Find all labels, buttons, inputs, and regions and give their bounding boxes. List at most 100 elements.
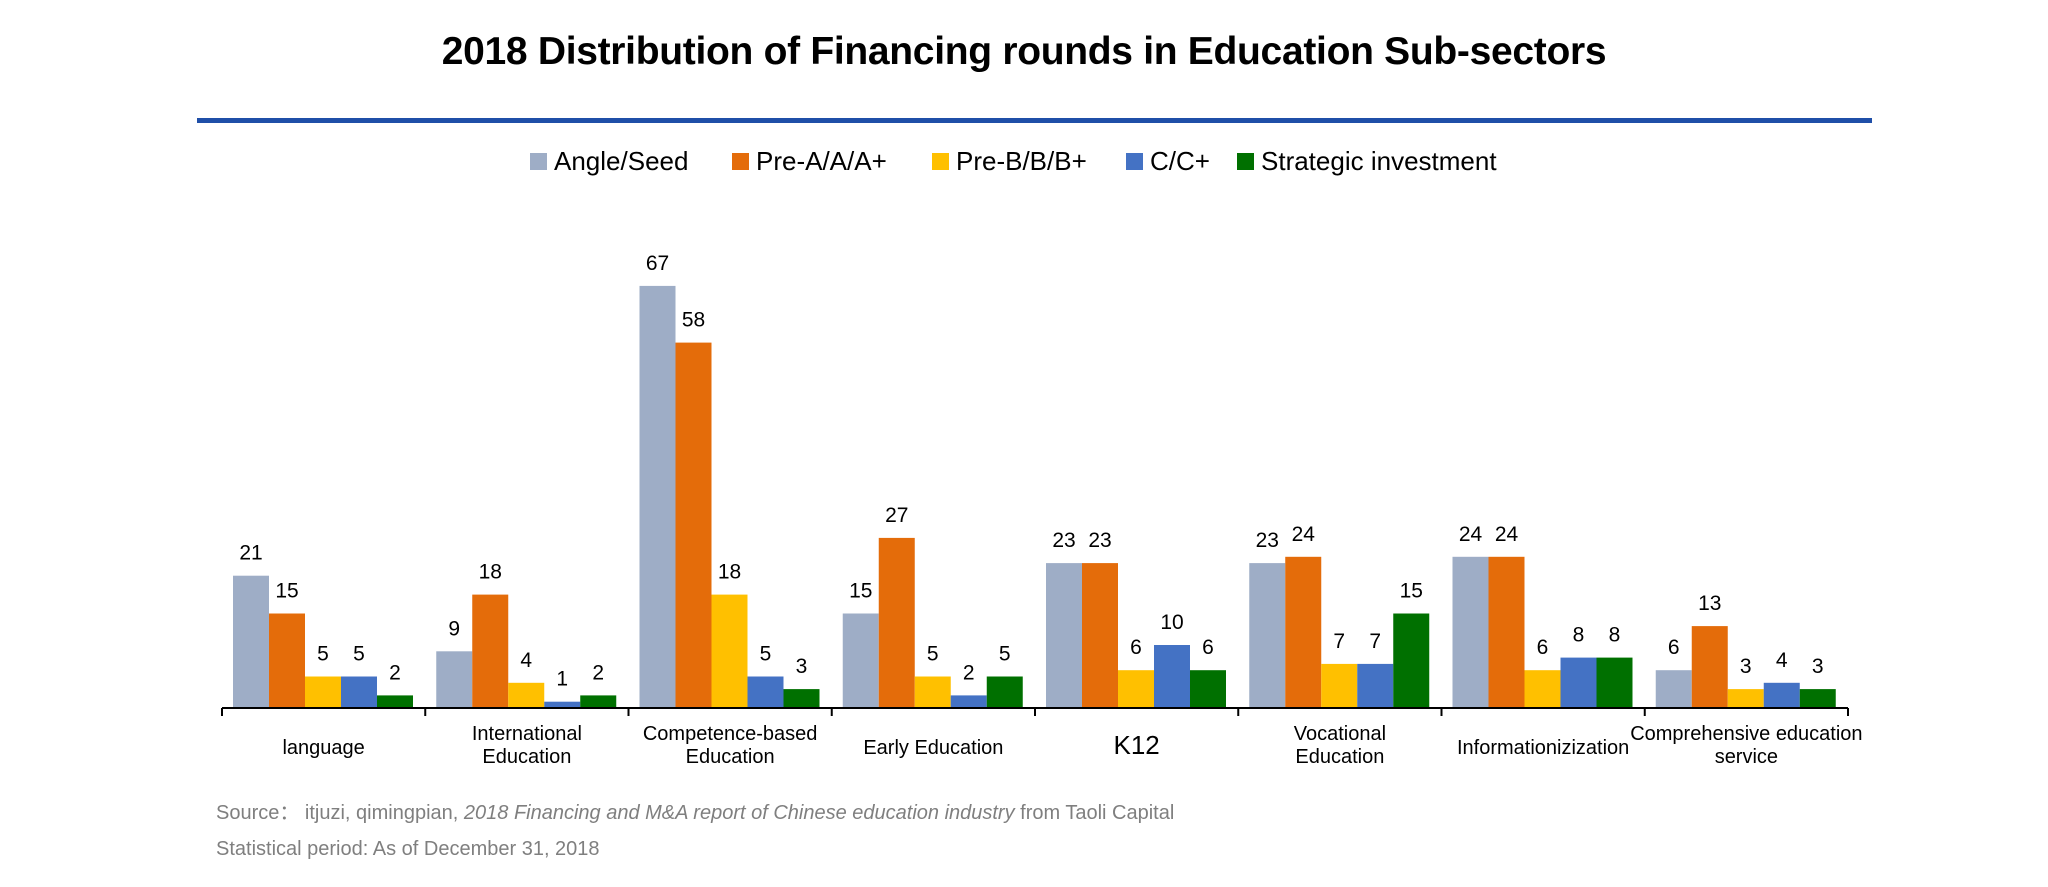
data-label-pre-a-a-a-vocational-education: 24 <box>1292 523 1316 546</box>
legend-swatch-c-c <box>1126 153 1143 170</box>
bars <box>233 285 1836 708</box>
data-label-c-c-competence-based-education: 5 <box>760 643 772 666</box>
bar-pre-a-a-a-language <box>269 613 305 708</box>
data-label-strategic-investment-comprehensive-education-service: 3 <box>1812 655 1824 678</box>
bar-angle-seed-international-education <box>436 651 473 708</box>
bar-pre-b-b-b-vocational-education <box>1321 663 1358 708</box>
bar-pre-a-a-a-competence-based-education <box>675 342 712 708</box>
bar-c-c-competence-based-education <box>747 676 784 708</box>
data-label-angle-seed-vocational-education: 23 <box>1256 529 1279 552</box>
legend-label-pre-a-a-a: Pre-A/A/A+ <box>756 146 887 176</box>
category-label-informationizization: Informationizization <box>1457 737 1629 759</box>
data-label-pre-a-a-a-comprehensive-education-service: 13 <box>1698 592 1721 615</box>
data-label-angle-seed-language: 21 <box>239 542 262 565</box>
bar-strategic-investment-international-education <box>580 695 617 708</box>
data-label-c-c-k12: 10 <box>1160 611 1183 634</box>
bar-angle-seed-k12 <box>1046 563 1082 708</box>
data-label-strategic-investment-international-education: 2 <box>592 661 604 684</box>
data-label-pre-b-b-b-vocational-education: 7 <box>1333 630 1345 653</box>
data-label-pre-b-b-b-international-education: 4 <box>520 649 532 672</box>
data-label-angle-seed-international-education: 9 <box>448 617 460 640</box>
bar-angle-seed-vocational-education <box>1249 563 1286 708</box>
category-label-language: language <box>282 737 364 759</box>
data-label-pre-a-a-a-competence-based-education: 58 <box>682 309 705 332</box>
data-label-angle-seed-early-education: 15 <box>849 580 872 603</box>
legend: Angle/Seed Pre-A/A/A+ Pre-B/B/B+ C/C+ Strate… <box>530 146 1497 176</box>
legend-label-strategic-investment: Strategic investment <box>1261 146 1497 176</box>
category-label-international-education: International Education <box>472 723 582 768</box>
bar-c-c-comprehensive-education-service <box>1763 682 1800 708</box>
data-label-c-c-comprehensive-education-service: 4 <box>1776 649 1788 672</box>
data-label-c-c-informationizization: 8 <box>1573 624 1585 647</box>
category-label-competence-based-education: Competence-based Education <box>643 723 818 768</box>
data-label-angle-seed-comprehensive-education-service: 6 <box>1668 636 1680 659</box>
bar-angle-seed-comprehensive-education-service <box>1655 670 1692 708</box>
bar-pre-b-b-b-informationizization <box>1524 670 1561 708</box>
legend-label-angle-seed: Angle/Seed <box>554 146 688 176</box>
bar-strategic-investment-early-education <box>986 676 1023 708</box>
data-label-pre-a-a-a-language: 15 <box>275 580 298 603</box>
data-label-strategic-investment-k12: 6 <box>1202 636 1214 659</box>
bar-pre-b-b-b-early-education <box>914 676 951 708</box>
bar-angle-seed-language <box>233 575 269 708</box>
bar-strategic-investment-informationizization <box>1596 657 1633 708</box>
source-suffix: from Taoli Capital <box>1014 802 1175 824</box>
bar-strategic-investment-vocational-education <box>1393 613 1430 708</box>
bar-strategic-investment-comprehensive-education-service <box>1799 689 1836 708</box>
bar-c-c-vocational-education <box>1357 663 1394 708</box>
bar-pre-b-b-b-language <box>305 676 341 708</box>
data-label-c-c-international-education: 1 <box>556 668 568 691</box>
title-rule <box>197 118 1872 123</box>
category-label-early-education: Early Education <box>863 737 1003 759</box>
bar-pre-a-a-a-international-education <box>472 594 509 708</box>
data-label-pre-a-a-a-international-education: 18 <box>479 561 502 584</box>
category-label-vocational-education: Vocational Education <box>1294 723 1386 768</box>
data-label-angle-seed-informationizization: 24 <box>1459 523 1483 546</box>
bar-angle-seed-early-education <box>842 613 879 708</box>
data-label-pre-b-b-b-comprehensive-education-service: 3 <box>1740 655 1752 678</box>
data-label-c-c-early-education: 2 <box>963 661 975 684</box>
data-label-pre-a-a-a-informationizization: 24 <box>1495 523 1519 546</box>
statistical-period: Statistical period: As of December 31, 2… <box>216 838 600 860</box>
data-label-pre-b-b-b-informationizization: 6 <box>1537 636 1549 659</box>
source-prefix: Source： itjuzi, qimingpian, <box>216 802 464 824</box>
bar-c-c-early-education <box>950 695 987 708</box>
bar-pre-a-a-a-early-education <box>878 537 915 708</box>
legend-label-c-c: C/C+ <box>1150 146 1210 176</box>
bar-pre-a-a-a-informationizization <box>1488 556 1525 708</box>
category-label-k12: K12 <box>1113 730 1159 760</box>
legend-swatch-strategic-investment <box>1237 153 1254 170</box>
data-label-strategic-investment-vocational-education: 15 <box>1400 580 1423 603</box>
bar-c-c-k12 <box>1154 645 1190 708</box>
source-note: Source： itjuzi, qimingpian, 2018 Financi… <box>216 796 1174 825</box>
bar-pre-b-b-b-comprehensive-education-service <box>1727 689 1764 708</box>
data-label-c-c-vocational-education: 7 <box>1369 630 1381 653</box>
bar-angle-seed-competence-based-education <box>639 285 676 708</box>
category-label-comprehensive-education-service: Comprehensive education service <box>1630 723 1862 768</box>
chart-title: 2018 Distribution of Financing rounds in… <box>441 30 1607 73</box>
bar-c-c-language <box>341 676 377 708</box>
data-label-strategic-investment-early-education: 5 <box>999 643 1011 666</box>
legend-swatch-pre-b-b-b <box>932 153 949 170</box>
footer: Source： itjuzi, qimingpian, 2018 Financi… <box>216 796 1174 874</box>
source-report-title: 2018 Financing and M&A report of Chinese… <box>463 802 1015 824</box>
bar-strategic-investment-k12 <box>1190 670 1226 708</box>
bar-strategic-investment-competence-based-education <box>783 689 820 708</box>
bar-pre-a-a-a-k12 <box>1082 563 1118 708</box>
legend-label-pre-b-b-b: Pre-B/B/B+ <box>956 146 1087 176</box>
bar-c-c-international-education <box>544 701 581 708</box>
data-label-strategic-investment-competence-based-education: 3 <box>796 655 808 678</box>
data-label-pre-b-b-b-early-education: 5 <box>927 643 939 666</box>
bar-c-c-informationizization <box>1560 657 1597 708</box>
bar-strategic-investment-language <box>377 695 413 708</box>
bar-pre-a-a-a-comprehensive-education-service <box>1691 626 1728 708</box>
bar-pre-b-b-b-k12 <box>1118 670 1154 708</box>
bar-angle-seed-informationizization <box>1452 556 1489 708</box>
bar-pre-b-b-b-international-education <box>508 682 545 708</box>
data-label-pre-b-b-b-k12: 6 <box>1130 636 1142 659</box>
data-label-angle-seed-competence-based-education: 67 <box>646 252 669 275</box>
data-label-strategic-investment-informationizization: 8 <box>1609 624 1621 647</box>
legend-swatch-angle-seed <box>530 153 547 170</box>
